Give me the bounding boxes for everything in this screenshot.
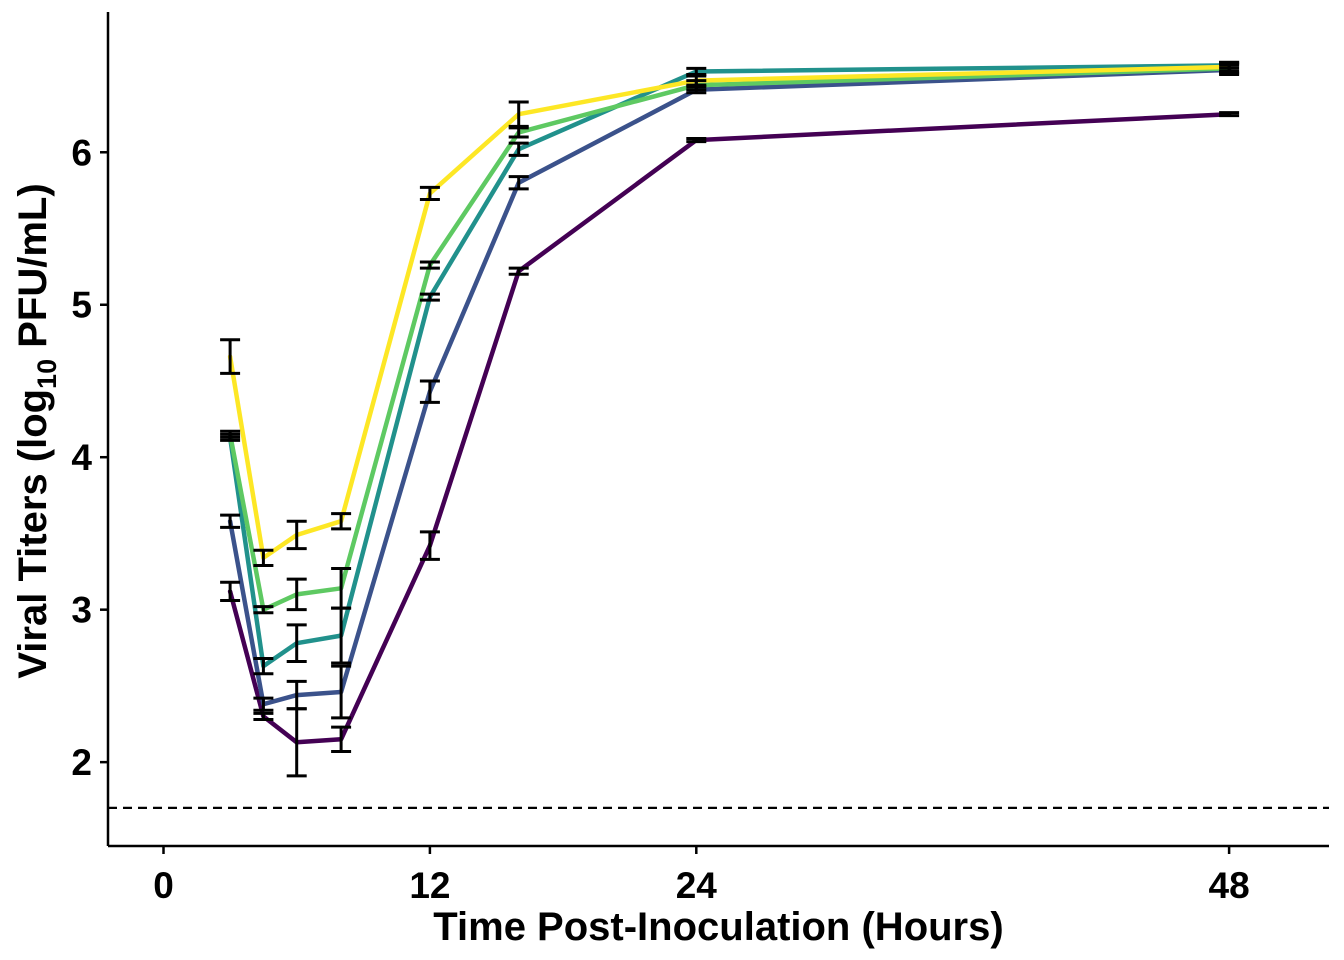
series-line-4 xyxy=(227,66,1232,612)
x-tick-label-48: 48 xyxy=(1209,865,1250,906)
error-bar-s2-p5 xyxy=(419,379,440,404)
error-bar-s2-p1 xyxy=(220,513,241,529)
error-bar-s1-p1 xyxy=(220,580,241,603)
axes: 0 12 24 48 2 3 4 5 6 xyxy=(71,12,1329,906)
y-tick-label-3: 3 xyxy=(71,590,92,631)
error-bar-s1-p4 xyxy=(331,725,352,753)
error-bar-s5-p6 xyxy=(508,100,529,128)
error-bar-s5-p1 xyxy=(220,338,241,375)
error-bar-s4-p2 xyxy=(253,605,274,615)
y-tick-label-4: 4 xyxy=(71,437,92,478)
x-tick-label-12: 12 xyxy=(409,865,450,906)
error-bar-s4-p1 xyxy=(220,429,241,439)
error-bar-s3-p5 xyxy=(419,292,440,302)
error-bar-s1-p6 xyxy=(508,266,529,276)
error-bar-s5-p2 xyxy=(253,548,274,567)
y-tick-label-6: 6 xyxy=(71,132,92,173)
x-tick-label-24: 24 xyxy=(676,865,718,906)
y-axis-title-suffix: PFU/mL) xyxy=(11,183,55,359)
error-bar-s1-p7 xyxy=(686,137,707,144)
plot-area xyxy=(108,60,1329,809)
y-tick-label-2: 2 xyxy=(71,742,92,783)
y-tick-label-5: 5 xyxy=(71,285,92,326)
error-bar-s4-p6 xyxy=(508,126,529,139)
error-bar-s5-p3 xyxy=(286,519,307,551)
error-bar-s2-p4 xyxy=(331,664,352,720)
y-axis-title-subscript: 10 xyxy=(32,359,62,389)
error-bar-s5-p5 xyxy=(419,185,440,202)
error-bar-s1-p2 xyxy=(253,711,274,721)
error-bar-s3-p2 xyxy=(253,656,274,676)
y-axis-title: Viral Titers (log10 PFU/mL) xyxy=(11,183,62,678)
error-bar-s1-p5 xyxy=(419,530,440,561)
error-bar-s1-p8 xyxy=(1219,111,1240,118)
x-tick-label-0: 0 xyxy=(153,865,174,906)
error-bar-s5-p8 xyxy=(1219,60,1240,73)
error-bar-s5-p7 xyxy=(686,74,707,87)
error-bar-s4-p3 xyxy=(286,577,307,612)
error-bar-s3-p3 xyxy=(286,623,307,664)
series-line-1 xyxy=(227,111,1232,745)
series-line-5 xyxy=(227,64,1232,561)
error-bar-s2-p6 xyxy=(508,175,529,191)
error-bar-s2-p3 xyxy=(286,679,307,711)
x-axis-title: Time Post-Inoculation (Hours) xyxy=(433,905,1003,949)
series-line-3 xyxy=(227,63,1232,669)
error-bar-s4-p4 xyxy=(331,567,352,610)
error-bar-s2-p2 xyxy=(253,696,274,712)
y-axis-title-prefix: Viral Titers (log xyxy=(11,389,55,679)
error-bar-s4-p5 xyxy=(419,260,440,270)
error-bar-s3-p7 xyxy=(686,66,707,77)
error-bar-s5-p4 xyxy=(331,512,352,531)
error-bar-s3-p6 xyxy=(508,141,529,157)
series-line-2 xyxy=(227,67,1232,707)
